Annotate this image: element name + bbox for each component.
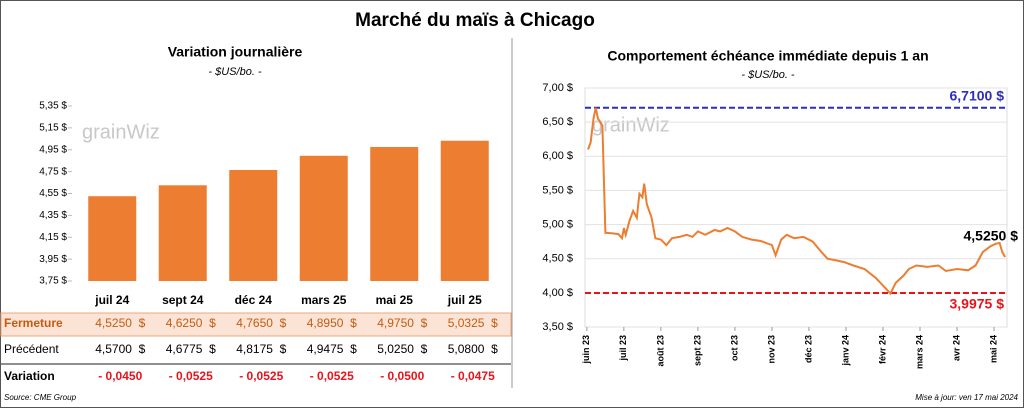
y-tick-label: 5,15 $ bbox=[39, 123, 67, 134]
table-cell: 4,8175 $ bbox=[236, 342, 286, 356]
table-cell: 4,9475 $ bbox=[307, 342, 357, 356]
x-tick-label: sept 24 bbox=[162, 293, 204, 307]
x-tick-label: sept 23 bbox=[692, 335, 702, 366]
y-tick-label: 4,35 $ bbox=[39, 210, 67, 221]
table-cell: 5,0250 $ bbox=[377, 342, 427, 356]
y-tick-label: 4,75 $ bbox=[39, 166, 67, 177]
x-tick-label: janv 24 bbox=[840, 335, 850, 367]
last-value-label: 4,5250 $ bbox=[964, 228, 1019, 244]
source: Source: CME Group bbox=[4, 393, 77, 402]
table-cell: - 0,0450 bbox=[98, 369, 142, 383]
bar bbox=[158, 185, 207, 281]
x-tick-label: juil 24 bbox=[94, 293, 129, 307]
row-label: Variation bbox=[4, 369, 55, 383]
x-tick-label: déc 24 bbox=[235, 293, 273, 307]
bar bbox=[440, 140, 489, 281]
x-tick-label: déc 23 bbox=[803, 335, 813, 363]
chart-subtitle: - $US/bo. - bbox=[741, 69, 795, 81]
price-line bbox=[587, 107, 1006, 296]
table-cell: 4,8950 $ bbox=[307, 316, 357, 330]
table-cell: 4,6250 $ bbox=[166, 316, 216, 330]
y-tick-label: 6,50 $ bbox=[542, 116, 573, 128]
page-title: Marché du maïs à Chicago bbox=[355, 10, 595, 31]
table-cell: 4,5700 $ bbox=[95, 342, 145, 356]
y-tick-label: 5,50 $ bbox=[542, 184, 573, 196]
x-tick-label: août 23 bbox=[655, 335, 665, 367]
chart-title: Variation journalière bbox=[168, 44, 303, 60]
table-cell: - 0,0475 bbox=[451, 369, 495, 383]
table-cell: 4,6775 $ bbox=[166, 342, 216, 356]
reference-label: 6,7100 $ bbox=[950, 88, 1005, 104]
watermark: grainWiz bbox=[82, 121, 160, 143]
table-cell: - 0,0500 bbox=[380, 369, 424, 383]
table-cell: - 0,0525 bbox=[169, 369, 213, 383]
table-cell: 4,7650 $ bbox=[236, 316, 286, 330]
row-label: Précédent bbox=[4, 342, 59, 356]
table-cell: 4,9750 $ bbox=[377, 316, 427, 330]
y-tick-label: 3,75 $ bbox=[39, 276, 67, 287]
table-cell: 4,5250 $ bbox=[95, 316, 145, 330]
table-cell: 5,0800 $ bbox=[448, 342, 498, 356]
y-tick-label: 7,00 $ bbox=[542, 82, 573, 94]
y-tick-label: 5,35 $ bbox=[39, 101, 67, 112]
bar bbox=[370, 147, 419, 281]
bar bbox=[299, 155, 348, 281]
table-cell: 5,0325 $ bbox=[448, 316, 498, 330]
x-tick-label: mai 25 bbox=[376, 293, 414, 307]
y-tick-label: 4,95 $ bbox=[39, 144, 67, 155]
x-tick-label: mars 25 bbox=[301, 293, 347, 307]
x-tick-label: mai 24 bbox=[988, 335, 998, 363]
x-tick-label: juil 23 bbox=[618, 335, 628, 362]
bar bbox=[229, 169, 278, 281]
chart-title: Comportement échéance immédiate depuis 1… bbox=[607, 48, 928, 64]
x-tick-label: mars 24 bbox=[914, 335, 924, 369]
chart-subtitle: - $US/bo. - bbox=[208, 66, 262, 78]
x-tick-label: juil 25 bbox=[447, 293, 482, 307]
row-label: Fermeture bbox=[4, 316, 63, 330]
bar bbox=[88, 196, 137, 281]
table-cell: - 0,0525 bbox=[239, 369, 283, 383]
table-cell: - 0,0525 bbox=[310, 369, 354, 383]
x-tick-label: oct 23 bbox=[729, 335, 739, 361]
y-tick-label: 4,50 $ bbox=[542, 253, 573, 265]
y-tick-label: 4,15 $ bbox=[39, 232, 67, 243]
y-tick-label: 3,95 $ bbox=[39, 254, 67, 265]
y-tick-label: 4,00 $ bbox=[542, 287, 573, 299]
update-note: Mise à jour: ven 17 mai 2024 bbox=[915, 393, 1018, 402]
highlight-row bbox=[0, 312, 512, 337]
y-tick-label: 3,50 $ bbox=[542, 321, 573, 333]
x-tick-label: nov 23 bbox=[766, 335, 776, 364]
x-tick-label: févr 24 bbox=[877, 335, 887, 364]
y-tick-label: 5,00 $ bbox=[542, 218, 573, 230]
x-tick-label: avr 24 bbox=[951, 335, 961, 361]
y-tick-label: 6,00 $ bbox=[542, 150, 573, 162]
reference-label: 3,9975 $ bbox=[950, 296, 1005, 312]
x-tick-label: juin 23 bbox=[581, 335, 591, 365]
y-tick-label: 4,55 $ bbox=[39, 188, 67, 199]
watermark: grainWiz bbox=[592, 114, 670, 136]
